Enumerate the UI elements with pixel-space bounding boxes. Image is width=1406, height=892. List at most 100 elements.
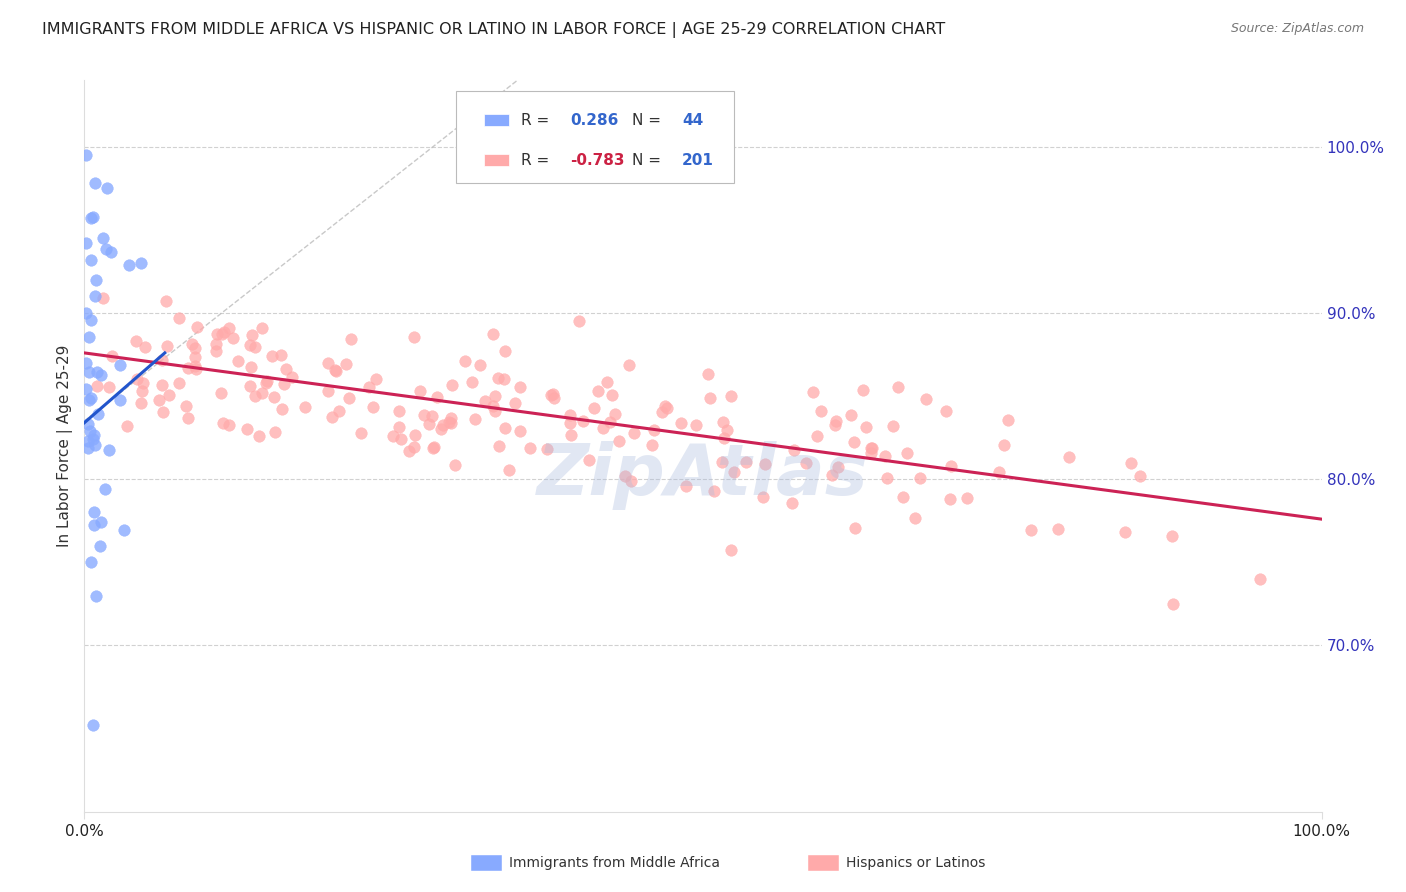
Point <box>464 412 486 426</box>
Point <box>211 326 233 341</box>
Point <box>169 310 191 325</box>
Point <box>558 408 581 422</box>
Point <box>398 444 420 458</box>
Point <box>118 258 141 272</box>
Point <box>720 543 742 558</box>
Point <box>335 357 357 371</box>
Point <box>592 421 614 435</box>
Point <box>82 718 104 732</box>
Text: Source: ZipAtlas.com: Source: ZipAtlas.com <box>1230 22 1364 36</box>
Point <box>80 211 103 226</box>
Point <box>134 340 156 354</box>
Point <box>148 392 170 407</box>
Point <box>713 432 735 446</box>
Point <box>177 411 200 425</box>
Bar <box>484 113 509 126</box>
Point <box>422 441 444 455</box>
Point <box>184 341 207 355</box>
Point <box>239 378 262 392</box>
Point <box>571 414 593 428</box>
Point <box>263 390 285 404</box>
Point <box>184 351 207 365</box>
Point <box>824 417 846 432</box>
Point <box>112 523 135 537</box>
Point <box>934 403 956 417</box>
Point <box>218 417 240 432</box>
Point <box>509 425 531 439</box>
Point <box>75 382 97 396</box>
Point <box>108 392 131 407</box>
Point <box>602 388 624 402</box>
Point <box>488 439 510 453</box>
Point <box>337 391 360 405</box>
Point <box>328 404 350 418</box>
Text: -0.783: -0.783 <box>571 153 626 168</box>
Point <box>997 413 1019 427</box>
Point <box>205 343 228 358</box>
Point <box>247 428 270 442</box>
Text: Hispanics or Latinos: Hispanics or Latinos <box>846 855 986 870</box>
Point <box>651 405 673 419</box>
Point <box>77 365 100 379</box>
Point <box>541 387 564 401</box>
Point <box>388 404 411 418</box>
Point <box>780 496 803 510</box>
Point <box>240 328 263 343</box>
Point <box>801 385 824 400</box>
Point <box>222 331 245 345</box>
Text: R =: R = <box>522 153 554 168</box>
Point <box>156 339 179 353</box>
Point <box>321 410 343 425</box>
Point <box>256 376 278 391</box>
Point <box>956 491 979 505</box>
Point <box>654 399 676 413</box>
Point <box>720 389 742 403</box>
Point <box>540 388 562 402</box>
Point <box>204 337 226 351</box>
Point <box>90 368 112 383</box>
Point <box>413 409 436 423</box>
Point <box>359 380 381 394</box>
Point <box>441 378 464 392</box>
Point <box>252 321 274 335</box>
Point <box>404 330 426 344</box>
Point <box>754 457 776 471</box>
Point <box>498 462 520 476</box>
Point <box>80 252 103 267</box>
Point <box>226 354 249 368</box>
Point <box>96 181 118 195</box>
Point <box>75 306 97 320</box>
Point <box>186 320 208 334</box>
Point <box>381 429 404 443</box>
Point <box>80 313 103 327</box>
Point <box>115 419 138 434</box>
Point <box>294 401 316 415</box>
Point <box>806 429 828 443</box>
Point <box>481 326 503 341</box>
Point <box>243 340 266 354</box>
Point <box>751 490 773 504</box>
Point <box>993 438 1015 452</box>
Text: Immigrants from Middle Africa: Immigrants from Middle Africa <box>509 855 720 870</box>
Point <box>560 416 582 430</box>
Text: 44: 44 <box>682 112 703 128</box>
Point <box>586 384 609 398</box>
Point <box>91 291 114 305</box>
Point <box>711 416 734 430</box>
Point <box>1046 522 1069 536</box>
Point <box>810 403 832 417</box>
Point <box>432 418 454 433</box>
Point <box>710 455 733 469</box>
Point <box>125 334 148 348</box>
Point <box>364 372 387 386</box>
Point <box>699 391 721 405</box>
Point <box>876 470 898 484</box>
Point <box>97 442 120 457</box>
Point <box>509 380 531 394</box>
Point <box>93 231 115 245</box>
Point <box>696 367 718 381</box>
Point <box>825 414 848 428</box>
Point <box>461 375 484 389</box>
Point <box>174 399 197 413</box>
Point <box>519 441 541 455</box>
